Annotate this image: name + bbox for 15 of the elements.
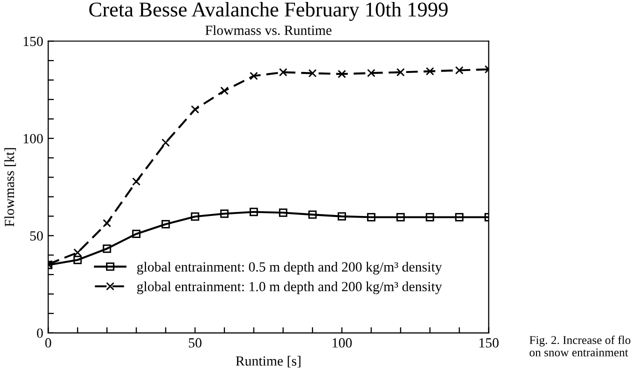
chart-subtitle: Flowmass vs. Runtime <box>205 25 332 36</box>
y-tick-label: 150 <box>24 36 43 46</box>
y-tick-label: 0 <box>36 328 43 338</box>
x-axis-title: Runtime [s] <box>236 356 300 368</box>
x-tick-label: 100 <box>332 338 352 348</box>
legend-label: global entrainment: 1.0 m depth and 200 kg/m³ density <box>137 282 442 294</box>
y-tick-label: 100 <box>24 134 43 144</box>
x-tick-label: 150 <box>479 338 499 348</box>
x-tick-label: 0 <box>45 338 52 348</box>
x-tick-label: 50 <box>188 338 202 348</box>
chart-title: Creta Besse Avalanche February 10th 1999 <box>89 2 448 21</box>
y-tick-label: 50 <box>30 231 43 241</box>
y-axis-title: Flowmass [kt] <box>4 148 16 227</box>
legend-label: global entrainment: 0.5 m depth and 200 kg/m³ density <box>137 262 442 274</box>
caption: Fig. 2. Increase of flo on snow entrainment <box>530 336 630 356</box>
